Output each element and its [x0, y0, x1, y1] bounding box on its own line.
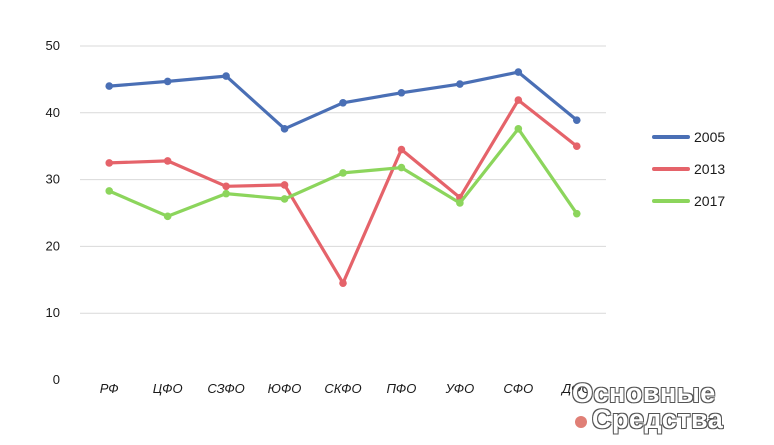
legend-label: 2017 — [694, 193, 725, 209]
data-point — [572, 142, 581, 150]
x-tick-label: ПФО — [387, 381, 417, 396]
y-tick-label: 10 — [46, 305, 60, 320]
watermark-line-2: Средства — [592, 404, 724, 434]
legend-item-2013: 2013 — [652, 161, 725, 177]
data-point — [105, 82, 114, 90]
data-point — [456, 80, 464, 88]
data-point — [163, 212, 172, 221]
data-point — [339, 279, 347, 287]
watermark-logo: Основные Средства — [566, 378, 771, 442]
x-tick-label: СКФО — [324, 381, 361, 396]
gridlines — [80, 45, 606, 314]
x-tick-label: ЮФО — [268, 381, 302, 396]
data-point — [572, 209, 581, 218]
data-point — [163, 77, 172, 86]
data-point — [397, 163, 406, 172]
y-tick-label: 30 — [46, 172, 60, 187]
data-point — [397, 145, 406, 154]
x-axis-ticks: РФ ЦФО СЗФО ЮФО СКФО ПФО УФО СФО ДФО — [100, 381, 592, 396]
data-point — [105, 159, 114, 167]
series-2005 — [105, 68, 581, 133]
series-2013 — [105, 96, 581, 287]
data-point — [456, 199, 464, 207]
data-point — [280, 181, 289, 189]
x-tick-label: ДФО — [560, 381, 592, 396]
x-tick-label: СЗФО — [207, 381, 244, 396]
series-2017 — [105, 125, 581, 221]
legend-label: 2013 — [694, 161, 725, 177]
data-point — [222, 182, 230, 191]
watermark-line-1: Основные — [572, 378, 716, 408]
data-point — [514, 96, 523, 104]
data-point — [222, 72, 230, 80]
series-lines — [105, 68, 581, 287]
data-point — [280, 125, 289, 133]
y-tick-label: 0 — [53, 372, 60, 387]
watermark-dot — [575, 416, 587, 428]
legend-label: 2005 — [694, 129, 725, 145]
data-point — [222, 189, 230, 198]
x-tick-label: ЦФО — [153, 381, 183, 396]
legend-item-2005: 2005 — [652, 129, 725, 145]
data-point — [163, 157, 172, 165]
data-point — [105, 187, 114, 195]
data-point — [572, 116, 581, 124]
data-point — [339, 98, 347, 107]
y-tick-label: 40 — [46, 105, 60, 120]
y-tick-label: 20 — [46, 238, 60, 253]
legend: 2005 2013 2017 — [652, 129, 725, 209]
data-point — [514, 68, 523, 76]
data-point — [280, 195, 289, 203]
x-tick-label: УФО — [445, 381, 475, 396]
data-point — [514, 125, 523, 133]
legend-item-2017: 2017 — [652, 193, 725, 209]
x-tick-label: РФ — [100, 381, 119, 396]
series-line-2013 — [107, 98, 579, 285]
y-axis-ticks: 0 10 20 30 40 50 — [46, 38, 60, 387]
x-tick-label: СФО — [503, 381, 533, 396]
data-point — [339, 169, 347, 177]
data-point — [397, 88, 406, 97]
y-tick-label: 50 — [46, 38, 60, 53]
